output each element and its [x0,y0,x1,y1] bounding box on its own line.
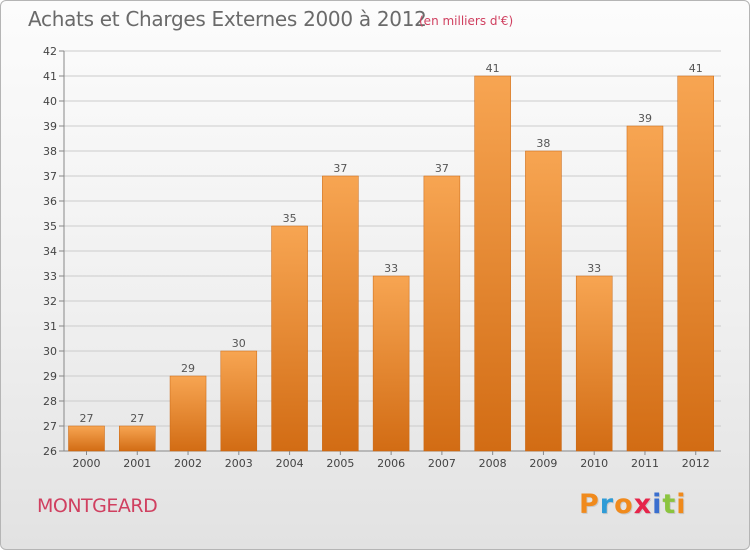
logo-letter: i [676,489,687,520]
y-tick-label: 37 [43,170,57,183]
y-tick-label: 33 [43,270,57,283]
y-tick-label: 38 [43,145,57,158]
y-tick-label: 27 [43,420,57,433]
value-labels: 27 27 29 30 35 37 33 37 41 38 33 39 41 [80,62,703,425]
value-label: 41 [486,62,500,75]
x-tick-label: 2011 [631,457,659,470]
bar [474,75,511,452]
value-label: 37 [333,162,347,175]
value-label: 27 [80,412,94,425]
y-tick-label: 34 [43,245,57,258]
bar [220,350,258,452]
x-tick-label: 2005 [326,457,354,470]
value-label: 30 [232,337,246,350]
logo-letter: x [633,489,653,520]
logo-letter: i [652,489,663,520]
y-tick-label: 29 [43,370,57,383]
y-tick-label: 31 [43,320,57,333]
x-tick-label: 2006 [377,457,405,470]
bar [677,75,714,452]
x-tick-label: 2002 [174,457,202,470]
x-tick-label: 2000 [73,457,101,470]
logo-letter: o [614,489,634,520]
y-tick-label: 28 [43,395,57,408]
bar [423,175,461,452]
value-label: 39 [638,112,652,125]
y-tick-label: 36 [43,195,57,208]
x-tick-label: 2009 [529,457,557,470]
x-axis-ticks: 2000 2001 2002 2003 2004 2005 2006 2007 2008 2009… [73,451,710,470]
chart-subtitle: (en milliers d'€) [419,14,514,28]
x-tick-label: 2007 [428,457,456,470]
value-label: 33 [587,262,601,275]
bar [169,375,207,452]
value-label: 38 [536,137,550,150]
bar [525,150,562,452]
x-tick-label: 2003 [225,457,253,470]
value-label: 37 [435,162,449,175]
y-tick-label: 41 [43,70,57,83]
bar [119,425,156,452]
chart-title: Achats et Charges Externes 2000 à 2012 [28,7,427,31]
bar [322,175,359,452]
bar [575,275,613,452]
x-tick-label: 2008 [479,457,507,470]
y-tick-label: 35 [43,220,57,233]
logo-letter: P [579,489,600,520]
y-tick-label: 26 [43,445,57,458]
value-label: 33 [384,262,398,275]
logo-letter: r [599,489,615,520]
y-tick-label: 39 [43,120,57,133]
value-label: 29 [181,362,195,375]
bar [372,275,410,452]
commune-name: MONTGEARD [37,495,158,517]
y-tick-label: 30 [43,345,57,358]
bar [271,225,308,452]
value-label: 35 [283,212,297,225]
y-axis-ticks: 26 27 28 29 30 31 32 33 34 35 36 37 38 39 40 41 42 [43,45,64,458]
value-label: 41 [689,62,703,75]
x-tick-label: 2012 [682,457,710,470]
bars [68,75,714,452]
y-tick-label: 32 [43,295,57,308]
value-label: 27 [130,412,144,425]
x-tick-label: 2004 [276,457,304,470]
y-tick-label: 42 [43,45,57,58]
bar [626,125,664,452]
y-tick-label: 40 [43,95,57,108]
bar [68,425,105,452]
x-tick-label: 2001 [123,457,151,470]
x-tick-label: 2010 [580,457,608,470]
logo-letter: t [662,489,677,520]
proxiti-logo[interactable]: Proxiti [579,489,687,520]
